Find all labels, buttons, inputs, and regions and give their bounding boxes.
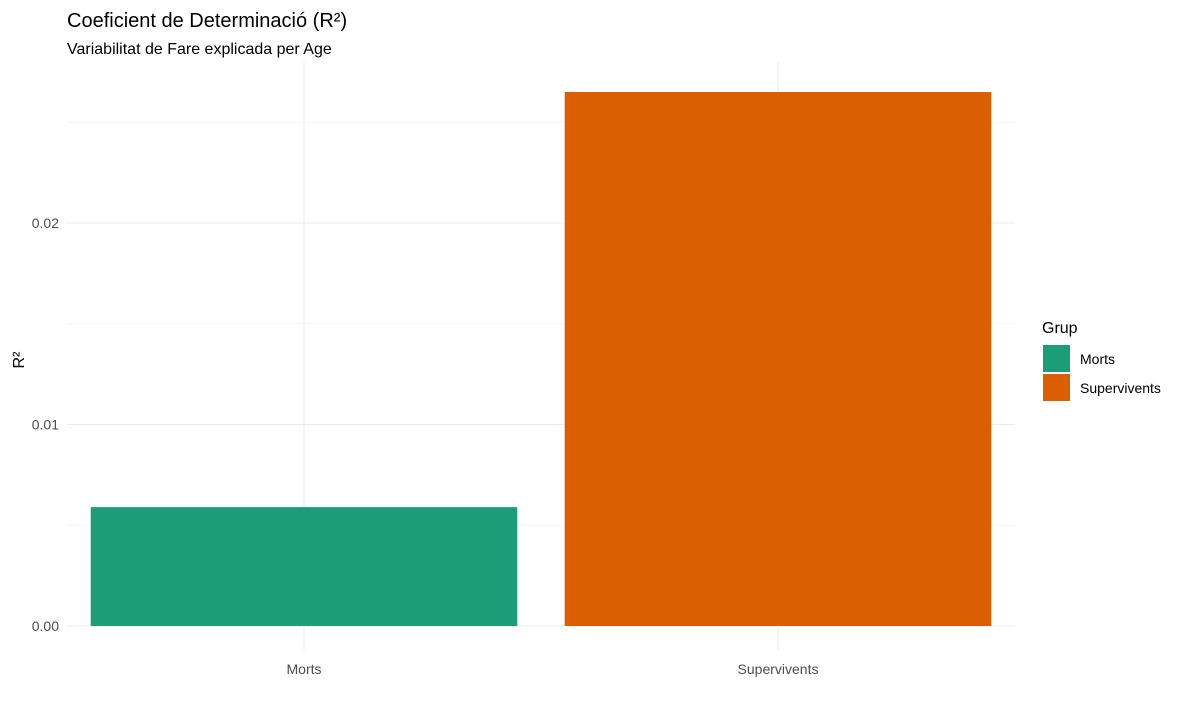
bar-morts — [90, 507, 518, 626]
legend-title: Grup — [1042, 320, 1078, 337]
x-tick-label: Morts — [287, 661, 322, 677]
x-axis-ticks: Morts Supervivents — [287, 661, 819, 677]
chart-title: Coeficient de Determinació (R²) — [67, 10, 347, 32]
y-axis-title: R² — [11, 351, 28, 369]
chart-subtitle: Variabilitat de Fare explicada per Age — [67, 41, 332, 58]
bars — [90, 92, 992, 626]
y-tick-label: 0.01 — [32, 417, 59, 433]
legend: Grup Morts Supervivents — [1042, 320, 1161, 401]
y-axis-ticks: 0.00 0.01 0.02 — [32, 215, 59, 634]
legend-label: Supervivents — [1080, 380, 1161, 396]
bar-supervivents — [564, 92, 992, 626]
legend-label: Morts — [1080, 351, 1115, 367]
legend-key-supervivents — [1043, 374, 1070, 401]
x-tick-label: Supervivents — [738, 661, 819, 677]
legend-key-morts — [1043, 345, 1070, 372]
y-tick-label: 0.02 — [32, 215, 59, 231]
y-tick-label: 0.00 — [32, 618, 59, 634]
